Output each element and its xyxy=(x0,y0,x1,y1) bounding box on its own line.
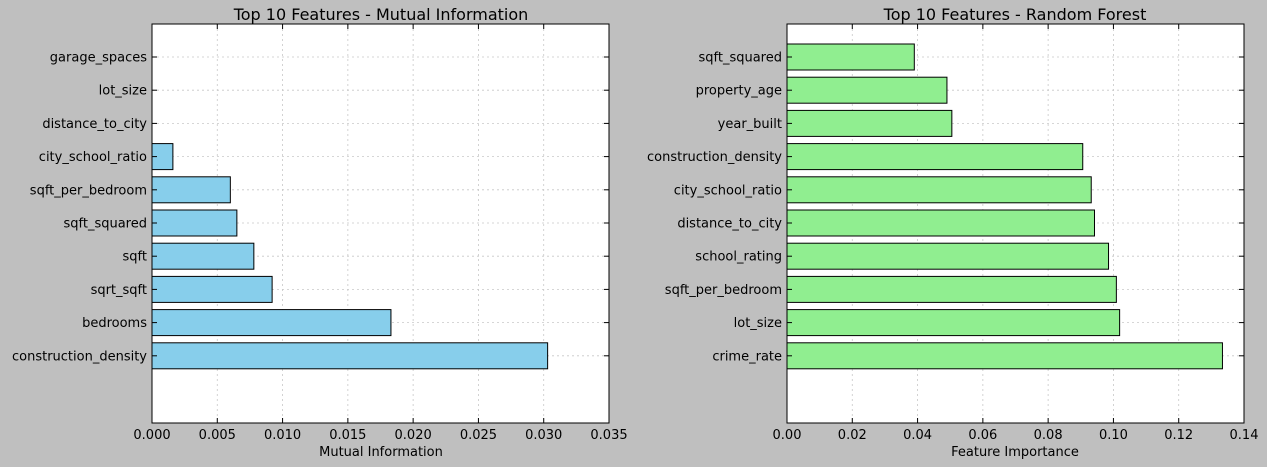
bar-distance-to-city xyxy=(786,209,1095,237)
bar-crime-rate xyxy=(786,342,1223,370)
bar-property-age xyxy=(786,76,948,104)
y-tick-label: sqft_per_bedroom xyxy=(30,183,147,198)
y-tick-label: property_age xyxy=(696,84,782,99)
x-tick-label: 0.00 xyxy=(773,428,802,443)
bar-construction-density xyxy=(786,143,1084,171)
chart-title: Top 10 Features - Mutual Information xyxy=(233,5,529,24)
x-tick-label: 0.000 xyxy=(133,428,170,443)
mutual-information-chart: 0.000 0.005 0.010 0.015 0.020 0.025 0.030 0.035… xyxy=(12,5,628,460)
y-tick-label: construction_density xyxy=(647,150,782,165)
x-tick-label: 0.04 xyxy=(903,428,932,443)
y-tick-label: distance_to_city xyxy=(677,217,782,232)
plot-area: 0.00 0.02 0.04 0.06 0.08 0.10 0.12 0.14 crime_ra… xyxy=(647,23,1259,443)
bar-school-rating xyxy=(786,242,1110,270)
y-tick-label: sqft_squared xyxy=(63,217,147,232)
x-tick-label: 0.06 xyxy=(968,428,997,443)
bar-lot-size xyxy=(786,309,1121,337)
y-tick-label: school_rating xyxy=(695,250,782,265)
bar-sqft-squared xyxy=(151,209,238,237)
x-axis-label: Feature Importance xyxy=(951,445,1079,460)
bar-sqft xyxy=(151,242,255,270)
chart-title: Top 10 Features - Random Forest xyxy=(883,5,1147,24)
x-tick-label: 0.010 xyxy=(264,428,301,443)
y-tick-label: lot_size xyxy=(99,84,147,99)
x-tick-label: 0.10 xyxy=(1099,428,1128,443)
y-tick-label: distance_to_city xyxy=(42,117,147,132)
y-tick-label: sqft xyxy=(123,250,147,265)
y-tick-label: sqft_squared xyxy=(698,51,782,66)
bar-sqrt-sqft xyxy=(151,275,273,303)
bar-city-school-ratio xyxy=(786,176,1092,204)
x-tick-label: 0.08 xyxy=(1034,428,1063,443)
y-tick-label: sqrt_sqft xyxy=(91,283,147,298)
y-tick-label: lot_size xyxy=(734,316,782,331)
bar-sqft-per-bedroom xyxy=(786,275,1117,303)
x-tick-label: 0.015 xyxy=(329,428,366,443)
x-axis-label: Mutual Information xyxy=(319,445,443,460)
random-forest-chart: 0.00 0.02 0.04 0.06 0.08 0.10 0.12 0.14 crime_ra… xyxy=(647,5,1258,460)
x-tick-label: 0.030 xyxy=(525,428,562,443)
y-tick-label: construction_density xyxy=(12,349,147,364)
x-tick-label: 0.025 xyxy=(460,428,497,443)
x-tick-label: 0.020 xyxy=(395,428,432,443)
bar-sqft-squared xyxy=(786,43,915,71)
y-tick-label: crime_rate xyxy=(712,349,782,364)
x-tick-label: 0.035 xyxy=(590,428,627,443)
y-tick-label: city_school_ratio xyxy=(39,150,147,165)
y-tick-label: year_built xyxy=(718,117,782,132)
y-tick-label: garage_spaces xyxy=(50,51,147,66)
x-tick-label: 0.02 xyxy=(838,428,867,443)
x-tick-label: 0.005 xyxy=(199,428,236,443)
x-tick-label: 0.14 xyxy=(1230,428,1259,443)
y-tick-label: sqft_per_bedroom xyxy=(665,283,782,298)
y-tick-label: city_school_ratio xyxy=(674,183,782,198)
bar-construction-density xyxy=(151,342,549,370)
x-tick-label: 0.12 xyxy=(1164,428,1193,443)
bar-year-built xyxy=(786,109,953,137)
bar-bedrooms xyxy=(151,309,392,337)
plot-area: 0.000 0.005 0.010 0.015 0.020 0.025 0.030 0.035… xyxy=(12,23,628,443)
y-tick-label: bedrooms xyxy=(82,316,147,331)
bar-sqft-per-bedroom xyxy=(151,176,231,204)
